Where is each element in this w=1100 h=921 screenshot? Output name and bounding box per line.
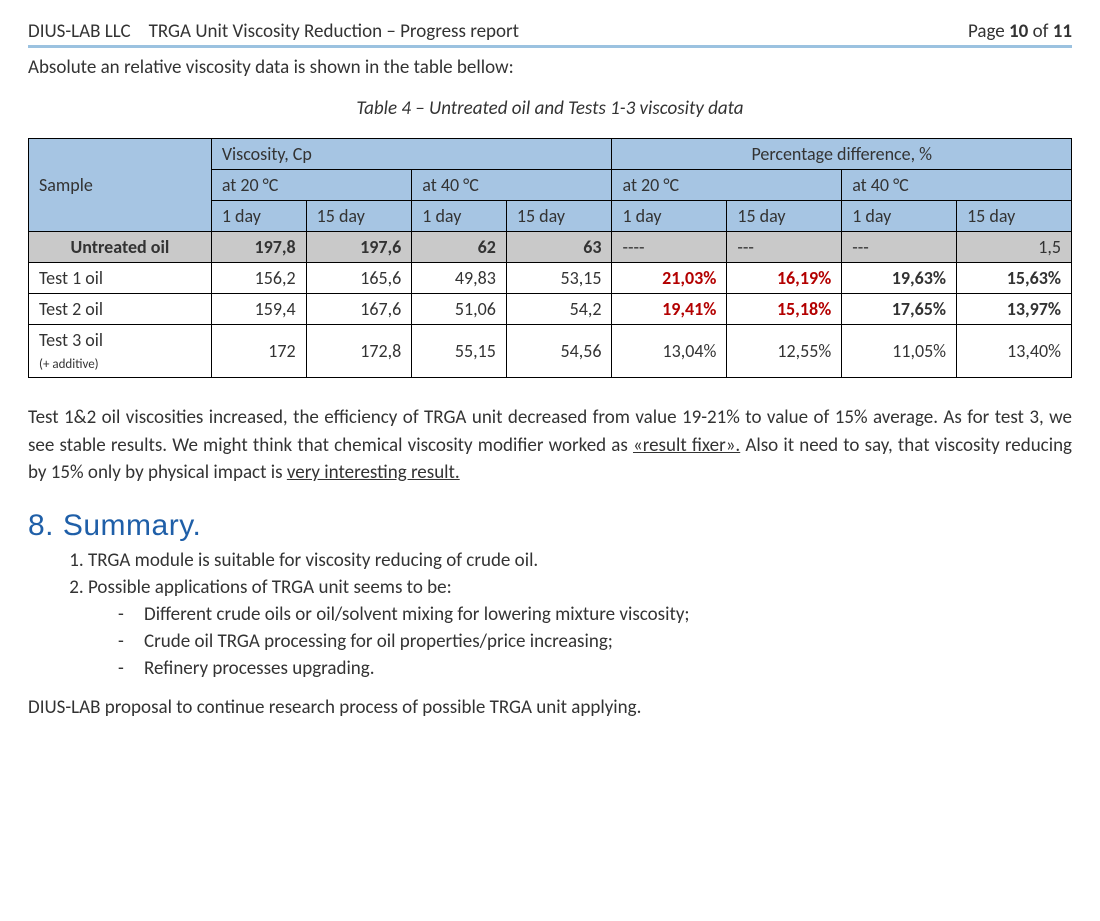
row-label: Test 3 oil(+ additive) [29,325,212,378]
summary-list: TRGA module is suitable for viscosity re… [88,549,1072,680]
summary-subitem: Crude oil TRGA processing for oil proper… [118,630,1072,653]
table-cell: 19,63% [842,263,957,294]
table-caption: Table 4 – Untreated oil and Tests 1-3 vi… [28,97,1072,120]
intro-text: Absolute an relative viscosity data is s… [28,56,1072,79]
page-number: Page 10 of 11 [968,20,1072,43]
table-cell: 62 [412,232,507,263]
summary-subitem: Refinery processes upgrading. [118,657,1072,680]
table-cell: 197,6 [306,232,412,263]
col-p40: at 40 °C [842,170,1072,201]
page-current: 10 [1009,20,1028,43]
table-cell: 17,65% [842,294,957,325]
col-d1: 1 day [842,201,957,232]
col-d15: 15 day [506,201,612,232]
row-label: Untreated oil [29,232,212,263]
table-cell: 53,15 [506,263,612,294]
summary-item-1: TRGA module is suitable for viscosity re… [88,549,1072,572]
table-cell: 13,04% [612,325,727,378]
table-cell: 51,06 [412,294,507,325]
summary-subitem: Different crude oils or oil/solvent mixi… [118,603,1072,626]
table-cell: 15,18% [727,294,842,325]
table-cell: 172 [211,325,306,378]
table-row: Test 2 oil159,4167,651,0654,219,41%15,18… [29,294,1072,325]
page-total: 11 [1053,20,1072,43]
page-header: DIUS-LAB LLC TRGA Unit Viscosity Reducti… [28,20,1072,48]
row-label: Test 1 oil [29,263,212,294]
analysis-underline-2: very interesting result. [287,461,460,484]
page-prefix: Page [968,20,1009,43]
table-cell: 167,6 [306,294,412,325]
table-row: Test 3 oil(+ additive)172172,855,1554,56… [29,325,1072,378]
table-cell: 172,8 [306,325,412,378]
col-d15: 15 day [727,201,842,232]
table-cell: 11,05% [842,325,957,378]
table-cell: 49,83 [412,263,507,294]
table-cell: 12,55% [727,325,842,378]
table-cell: 1,5 [957,232,1072,263]
summary-item-2: Possible applications of TRGA unit seems… [88,576,1072,680]
summary-sublist: Different crude oils or oil/solvent mixi… [118,603,1072,680]
table-cell: 156,2 [211,263,306,294]
table-cell: --- [727,232,842,263]
table-cell: 55,15 [412,325,507,378]
table-cell: 13,40% [957,325,1072,378]
col-viscosity: Viscosity, Cp [211,139,612,170]
proposal-text: DIUS-LAB proposal to continue research p… [28,696,1072,719]
table-cell: 165,6 [306,263,412,294]
table-cell: 54,56 [506,325,612,378]
col-sample: Sample [29,139,212,232]
col-d15: 15 day [957,201,1072,232]
col-percent: Percentage difference, % [612,139,1072,170]
row-label: Test 2 oil [29,294,212,325]
page-of: of [1028,20,1052,43]
table-cell: 159,4 [211,294,306,325]
company-name: DIUS-LAB LLC [28,20,131,43]
table-cell: ---- [612,232,727,263]
summary-heading: 8. Summary. [28,509,1072,543]
table-cell: 54,2 [506,294,612,325]
col-d1: 1 day [612,201,727,232]
col-v40: at 40 °C [412,170,612,201]
analysis-underline-1: «result fixer». [633,434,740,457]
col-d1: 1 day [211,201,306,232]
table-cell: 19,41% [612,294,727,325]
col-p20: at 20 °C [612,170,842,201]
table-cell: 16,19% [727,263,842,294]
table-cell: 63 [506,232,612,263]
table-cell: 197,8 [211,232,306,263]
table-cell: 13,97% [957,294,1072,325]
table-cell: 21,03% [612,263,727,294]
col-v20: at 20 °C [211,170,411,201]
viscosity-table: Sample Viscosity, Cp Percentage differen… [28,138,1072,378]
analysis-paragraph: Test 1&2 oil viscosities increased, the … [28,404,1072,487]
table-cell: 15,63% [957,263,1072,294]
table-row: Untreated oil197,8197,66263----------1,5 [29,232,1072,263]
summary-item-2-text: Possible applications of TRGA unit seems… [88,576,452,599]
col-d1: 1 day [412,201,507,232]
table-cell: --- [842,232,957,263]
doc-title: TRGA Unit Viscosity Reduction – Progress… [149,20,519,43]
col-d15: 15 day [306,201,412,232]
table-row: Test 1 oil156,2165,649,8353,1521,03%16,1… [29,263,1072,294]
